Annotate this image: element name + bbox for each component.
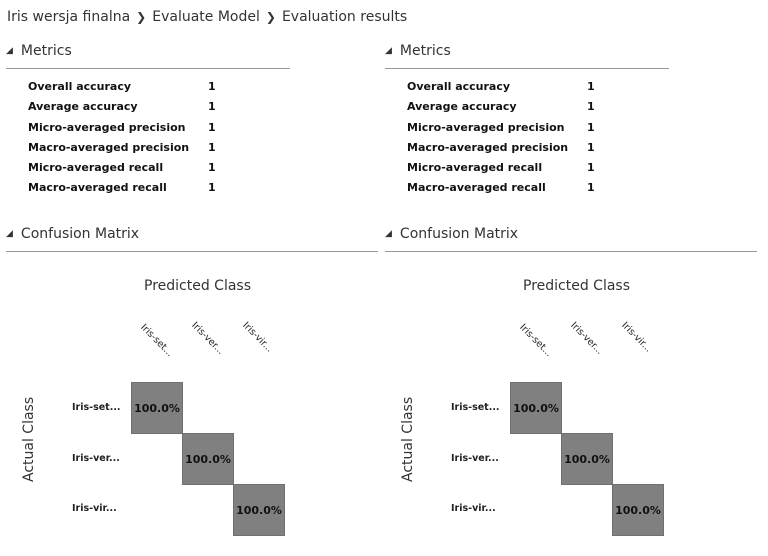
confusion-cell: 100.0% [182, 433, 234, 485]
confusion-cell: 100.0% [131, 382, 183, 434]
metric-name: Macro-averaged precision [407, 140, 569, 154]
confusion-cell: 100.0% [561, 433, 613, 485]
confusion-matrix-section-toggle[interactable]: ◢ Confusion Matrix [385, 226, 518, 242]
row-label: Iris-ver... [72, 453, 120, 464]
confusion-matrix-title: Confusion Matrix [20, 226, 140, 242]
metric-row: Micro-averaged recall 1 [407, 161, 627, 181]
metric-value: 1 [208, 100, 216, 114]
metric-name: Micro-averaged recall [28, 161, 164, 175]
row-label: Iris-vir... [451, 503, 496, 514]
metric-name: Macro-averaged recall [28, 181, 167, 195]
metric-value: 1 [587, 161, 595, 175]
actual-class-label: Actual Class [400, 396, 416, 482]
row-label: Iris-set... [451, 402, 500, 413]
metric-row: Average accuracy 1 [28, 100, 248, 120]
metrics-section-toggle[interactable]: ◢ Metrics [6, 43, 72, 59]
evaluation-panel-right: ◢ Metrics Overall accuracy 1 Average accur… [379, 0, 759, 556]
chevron-right-icon: ❯ [265, 10, 276, 24]
confusion-cell: 100.0% [612, 484, 664, 536]
breadcrumb-item-current: Evaluation results [281, 9, 408, 25]
metric-name: Micro-averaged precision [28, 120, 186, 134]
metric-name: Overall accuracy [28, 80, 132, 93]
predicted-class-label: Predicted Class [523, 278, 631, 294]
divider [6, 68, 290, 69]
actual-class-label: Actual Class [21, 396, 37, 482]
metric-value: 1 [208, 140, 216, 154]
confusion-cell: 100.0% [233, 484, 285, 536]
metric-name: Average accuracy [407, 100, 517, 114]
predicted-class-label: Predicted Class [144, 278, 252, 294]
metric-value: 1 [587, 120, 595, 134]
confusion-matrix-section-toggle[interactable]: ◢ Confusion Matrix [6, 226, 139, 242]
metric-value: 1 [587, 140, 595, 154]
column-label: Iris-ver... [568, 320, 606, 357]
metric-value: 1 [587, 80, 595, 93]
metric-value: 1 [208, 80, 216, 93]
breadcrumb-item-module[interactable]: Evaluate Model [152, 9, 260, 25]
confusion-cell: 100.0% [510, 382, 562, 434]
metric-value: 1 [587, 181, 595, 195]
chevron-right-icon: ❯ [136, 10, 147, 24]
metric-row: Overall accuracy 1 [407, 80, 627, 100]
metrics-table: Overall accuracy 1 Average accuracy 1 Micr… [28, 80, 248, 202]
metric-name: Macro-averaged recall [407, 181, 546, 195]
breadcrumb: Iris wersja finalna ❯ Evaluate Model ❯ Evalu… [7, 9, 407, 25]
column-label: Iris-vir... [240, 320, 275, 355]
row-label: Iris-set... [72, 402, 121, 413]
confusion-matrix-title: Confusion Matrix [399, 226, 519, 242]
metric-value: 1 [587, 100, 595, 114]
column-label: Iris-vir... [619, 320, 654, 355]
metrics-table: Overall accuracy 1 Average accuracy 1 Micr… [407, 80, 627, 202]
divider [6, 251, 378, 252]
collapse-triangle-icon[interactable]: ◢ [385, 46, 392, 56]
metric-row: Macro-averaged recall 1 [28, 181, 248, 201]
column-label: Iris-ver... [189, 320, 227, 357]
divider [385, 68, 669, 69]
collapse-triangle-icon[interactable]: ◢ [385, 229, 392, 239]
metric-row: Macro-averaged recall 1 [407, 181, 627, 201]
collapse-triangle-icon[interactable]: ◢ [6, 229, 13, 239]
column-label: Iris-set... [138, 322, 176, 359]
column-label: Iris-set... [517, 322, 555, 359]
metric-row: Macro-averaged precision 1 [407, 141, 627, 161]
evaluation-panel-left: ◢ Metrics Overall accuracy 1 Average accur… [0, 0, 380, 556]
metric-name: Overall accuracy [407, 80, 511, 93]
row-label: Iris-vir... [72, 503, 117, 514]
row-label: Iris-ver... [451, 453, 499, 464]
metric-value: 1 [208, 181, 216, 195]
breadcrumb-item-experiment[interactable]: Iris wersja finalna [7, 9, 131, 25]
metrics-title: Metrics [20, 43, 72, 59]
metric-name: Macro-averaged precision [28, 140, 190, 154]
metric-row: Micro-averaged recall 1 [28, 161, 248, 181]
metric-value: 1 [208, 120, 216, 134]
metric-name: Average accuracy [28, 100, 138, 114]
metric-row: Average accuracy 1 [407, 100, 627, 120]
divider [385, 251, 757, 252]
collapse-triangle-icon[interactable]: ◢ [6, 46, 13, 56]
metrics-title: Metrics [399, 43, 451, 59]
metrics-section-toggle[interactable]: ◢ Metrics [385, 43, 451, 59]
metric-value: 1 [208, 161, 216, 175]
metric-name: Micro-averaged recall [407, 161, 543, 175]
metric-name: Micro-averaged precision [407, 120, 565, 134]
metric-row: Macro-averaged precision 1 [28, 141, 248, 161]
metric-row: Overall accuracy 1 [28, 80, 248, 100]
metric-row: Micro-averaged precision 1 [407, 121, 627, 141]
metric-row: Micro-averaged precision 1 [28, 121, 248, 141]
